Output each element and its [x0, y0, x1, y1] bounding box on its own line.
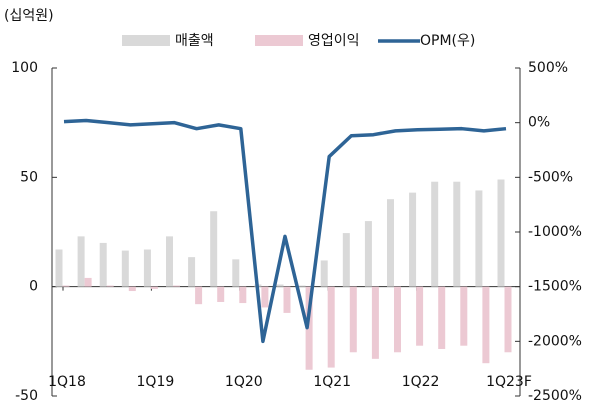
bar [482, 286, 490, 364]
bar [453, 181, 461, 287]
y-tick-label: 0 [29, 279, 38, 295]
x-tick-label: 1Q19 [137, 374, 175, 390]
bar [188, 257, 196, 287]
bar [166, 236, 173, 287]
bar [327, 286, 335, 368]
legend-label: OPM(우) [420, 33, 475, 49]
bar [62, 285, 70, 287]
x-tick-label: 1Q23F [486, 374, 532, 390]
x-tick-label: 1Q20 [225, 374, 263, 390]
legend-label: 매출액 [175, 33, 214, 49]
bar [460, 286, 468, 346]
y2-tick-label: -2000% [528, 333, 582, 349]
x-tick-label: 1Q22 [402, 374, 440, 390]
bar [232, 259, 240, 287]
bar [371, 286, 379, 359]
line [63, 118, 507, 344]
x-tick-label: 1Q18 [48, 374, 86, 390]
bar [150, 286, 158, 289]
bar [497, 179, 505, 287]
bar [475, 190, 483, 287]
y2-tick-label: -2500% [528, 388, 582, 404]
y2-tick-label: -1500% [528, 279, 582, 295]
bar [416, 286, 424, 346]
bar [261, 286, 269, 308]
bar [364, 221, 372, 287]
bar [239, 286, 247, 304]
bar [210, 211, 218, 287]
bar [276, 284, 284, 287]
y-tick-label: 50 [20, 169, 38, 185]
bar [121, 250, 129, 287]
bar [77, 236, 85, 287]
y2-tick-label: 0% [528, 115, 550, 131]
bar [387, 199, 394, 287]
bar [320, 260, 328, 287]
bar [283, 286, 291, 313]
bar [409, 192, 417, 287]
bar [55, 249, 63, 287]
bar [438, 286, 446, 349]
bar [298, 285, 306, 287]
bar [173, 285, 180, 287]
bar [431, 181, 439, 287]
bar [305, 286, 313, 370]
bar [99, 242, 107, 287]
y2-tick-label: -500% [528, 169, 573, 185]
legend-swatch [255, 35, 303, 46]
y-tick-label: -50 [15, 388, 38, 404]
bar [84, 277, 92, 287]
bar [217, 286, 225, 302]
bar [195, 286, 203, 305]
bar [504, 286, 512, 353]
legend-label: 영업이익 [308, 33, 360, 49]
bar [349, 286, 357, 353]
x-tick-label: 1Q21 [313, 374, 351, 390]
y-tick-label: 100 [11, 60, 38, 76]
y2-tick-label: -1000% [528, 224, 582, 240]
bar [342, 233, 350, 287]
bar [128, 286, 136, 292]
unit-label: (십억원) [4, 8, 54, 24]
bar [394, 286, 401, 353]
legend-swatch [122, 35, 170, 46]
y2-tick-label: 500% [528, 60, 568, 76]
bar [106, 285, 114, 287]
bar [143, 249, 151, 287]
